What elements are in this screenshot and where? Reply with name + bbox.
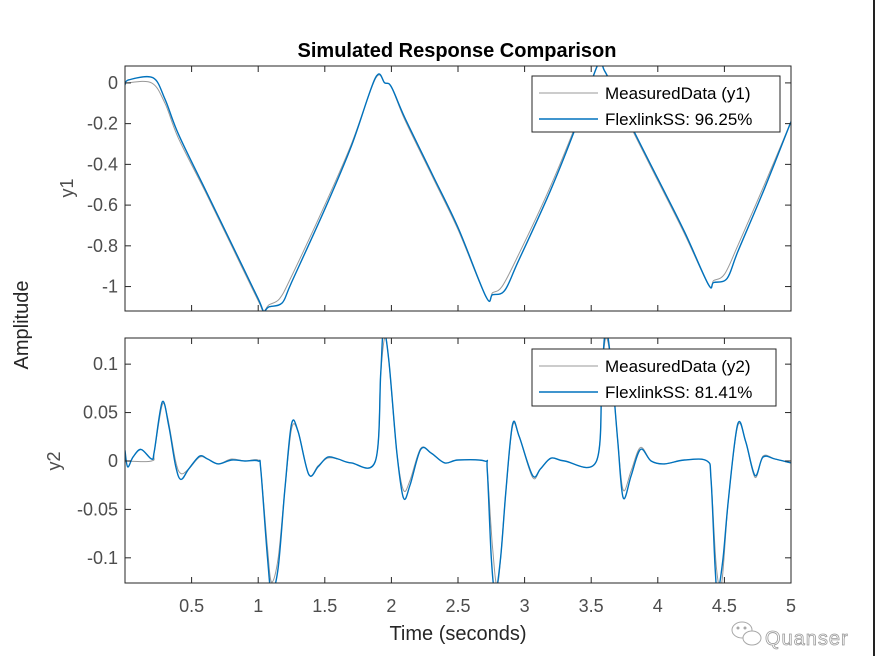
watermark-text: Quanser [765,628,849,650]
x-tick-label: 0.5 [179,596,204,616]
chart-title: Simulated Response Comparison [298,40,617,62]
y-tick-label-y2: 0.1 [93,354,118,374]
legend-entry-model-y2: FlexlinkSS: 81.41% [605,383,752,402]
legend-y1[interactable]: MeasuredData (y1) FlexlinkSS: 96.25% [531,75,781,133]
model-line-y1 [125,66,791,311]
wechat-icon [731,621,762,646]
y-tick-label-y2: -0.1 [87,548,118,568]
y-tick-label-y2: 0 [108,451,118,471]
legend-y2[interactable]: MeasuredData (y2) FlexlinkSS: 81.41% [531,348,777,407]
x-tick-label: 1.5 [312,596,337,616]
ticks-y2: 0.5 1 1.5 2 2.5 3 3.5 4 4.5 5 0.1 0.05 0 -0.05 -0.1 [77,338,796,616]
legend-entry-model-y1: FlexlinkSS: 96.25% [605,110,752,129]
series-layer-y2 [125,338,791,583]
subplot-y2: 0.5 1 1.5 2 2.5 3 3.5 4 4.5 5 0.1 0.05 0 -0.05 -0.1 y2… [44,337,796,616]
legend-entry-measured-y2: MeasuredData (y2) [605,357,751,376]
image-border [873,0,875,656]
ticks-y1: 0 -0.2 -0.4 -0.6 -0.8 -1 [87,66,792,311]
x-tick-label: 5 [786,596,796,616]
measured-line-y1 [125,66,791,311]
x-tick-label: 4 [653,596,663,616]
subplot-y1: 0 -0.2 -0.4 -0.6 -0.8 -1 y1 MeasuredData (y1)… [57,65,792,312]
y2-axis-label: y2 [44,451,64,470]
x-axis-label: Time (seconds) [389,623,526,645]
legend-box-y2 [531,348,777,407]
legend-entry-measured-y1: MeasuredData (y1) [605,84,751,103]
watermark: Quanser [731,621,849,650]
y-tick-label-y1: -0.8 [87,236,118,256]
y-tick-label-y1: -0.6 [87,195,118,215]
x-tick-label: 2.5 [445,596,470,616]
y-tick-label-y1: -1 [102,277,118,297]
model-line-y2 [125,338,791,583]
series-layer-y1 [125,66,791,311]
y1-axis-label: y1 [57,178,77,197]
x-tick-label: 1 [253,596,263,616]
y-axis-label: Amplitude [11,281,33,370]
x-tick-label: 4.5 [712,596,737,616]
y-tick-label-y1: -0.4 [87,154,118,174]
legend-box-y1 [531,75,781,133]
x-tick-label: 3.5 [579,596,604,616]
x-tick-label: 3 [520,596,530,616]
x-tick-label: 2 [386,596,396,616]
y-tick-label-y2: -0.05 [77,499,118,519]
y-tick-label-y1: 0 [108,73,118,93]
y-tick-label-y2: 0.05 [83,403,118,423]
y-tick-label-y1: -0.2 [87,114,118,134]
